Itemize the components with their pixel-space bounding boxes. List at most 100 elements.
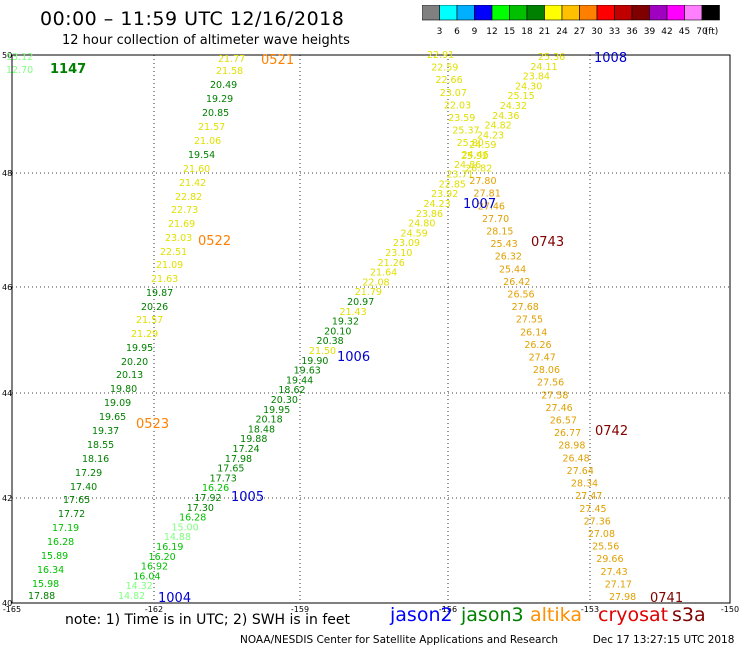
orbit-label: 1147 <box>50 62 86 77</box>
swh-value-1004: 14.88 <box>164 532 191 543</box>
swh-value-1004: 20.30 <box>271 395 298 406</box>
swh-value-0741: 27.08 <box>588 529 615 540</box>
swh-value-1147: 17.72 <box>58 509 85 520</box>
swh-value-1004: 24.30 <box>515 81 542 92</box>
swh-value-0741: 27.55 <box>516 315 543 326</box>
swh-value-0741: 22.91 <box>427 50 454 61</box>
swh-value-0741: 27.56 <box>537 378 564 389</box>
swh-value-1147: 19.87 <box>146 288 173 299</box>
swh-value-1147: 19.37 <box>92 426 119 437</box>
swh-value-1004: 24.23 <box>477 130 504 141</box>
lon-tick-label: -153 <box>581 605 599 614</box>
swh-value-1147: 17.65 <box>63 495 90 506</box>
map-title: 00:00 – 11:59 UTC 12/16/2018 <box>40 8 345 30</box>
swh-value-0741: 25.56 <box>592 542 619 553</box>
swh-value-0741: 22.59 <box>431 63 458 74</box>
swh-value-1147: 19.80 <box>110 384 137 395</box>
colorbar-tick-label: 42 <box>661 27 672 37</box>
colorbar-tick-label: 15 <box>504 27 515 37</box>
swh-value-1004: 20.38 <box>317 336 344 347</box>
swh-value-0741: 27.46 <box>546 403 573 414</box>
swh-value-0741: 25.44 <box>499 264 526 275</box>
swh-value-0741: 26.57 <box>550 416 577 427</box>
swh-value-0741: 28.98 <box>558 441 585 452</box>
swh-value-0741: 27.45 <box>579 504 606 515</box>
mission-cryosat: cryosat <box>598 604 669 626</box>
swh-value-1004: 22.08 <box>362 277 389 288</box>
swh-value-1147: 18.55 <box>87 440 114 451</box>
swh-value-1004: 16.20 <box>149 552 176 563</box>
lon-tick-label: -150 <box>721 605 739 614</box>
swh-value-1004: 19.44 <box>286 375 313 386</box>
swh-value-0741: 27.47 <box>575 491 602 502</box>
swh-value-1147: 15.98 <box>32 579 59 590</box>
swh-value-0741: 27.80 <box>469 176 496 187</box>
colorbar-tick-label: 30 <box>591 27 603 37</box>
swh-value-1147: 21.09 <box>156 260 183 271</box>
swh-value-1004: 23.86 <box>416 209 443 220</box>
lat-tick-label: 40 <box>2 599 12 608</box>
swh-value-1147: 17.88 <box>28 591 55 602</box>
swh-value-0741: 27.64 <box>567 466 594 477</box>
swh-value-1147: 22.73 <box>171 205 198 216</box>
swh-value-1004: 25.15 <box>507 91 534 102</box>
swh-value-1004: 17.30 <box>187 503 214 514</box>
orbit-label: 1004 <box>158 591 191 606</box>
orbit-label: 1005 <box>231 490 264 505</box>
swh-value-0741: 25.92 <box>461 151 488 162</box>
colorbar-tick-label: 33 <box>609 27 620 37</box>
colorbar-tick-label: 39 <box>644 27 656 37</box>
swh-value-1004: 16.04 <box>133 571 160 582</box>
lat-tick-label: 46 <box>2 283 12 292</box>
swh-value-1004: 19.32 <box>332 317 359 328</box>
swh-value-0741: 26.42 <box>503 277 530 288</box>
swh-value-0741: 28.06 <box>533 365 560 376</box>
mission-altika: altika <box>530 604 582 626</box>
swh-value-1004: 24.32 <box>500 101 527 112</box>
swh-value-0741: 29.66 <box>596 554 623 565</box>
swh-value-1004: 19.63 <box>294 366 321 377</box>
lat-tick-label: 42 <box>2 494 12 503</box>
map-frame <box>11 54 731 604</box>
colorbar-tick-label: 18 <box>521 27 533 37</box>
colorbar-tick-label: 36 <box>626 27 638 37</box>
swh-value-1004: 23.09 <box>393 238 420 249</box>
swh-value-1004: 18.48 <box>248 424 275 435</box>
swh-value-1147: 21.29 <box>131 329 158 340</box>
swh-value-1004: 21.26 <box>378 258 405 269</box>
swh-value-1147: 23.03 <box>165 233 192 244</box>
swh-value-0741: 27.81 <box>474 189 501 200</box>
swh-value-1147: 19.95 <box>126 343 153 354</box>
lat-tick-label: 48 <box>2 169 12 178</box>
swh-value-1004: 21.50 <box>309 346 336 357</box>
swh-value-1004: 19.95 <box>263 405 290 416</box>
swh-value-1147: 22.51 <box>160 247 187 258</box>
swh-value-1004: 24.11 <box>530 62 557 73</box>
swh-value-0741: 26.48 <box>562 453 589 464</box>
swh-value-1147: 21.77 <box>218 54 245 65</box>
swh-value-0741: 22.03 <box>444 100 471 111</box>
swh-value-1147: 19.09 <box>104 398 131 409</box>
orbit-label: 0742 <box>595 424 628 439</box>
orbit-label: 0743 <box>531 235 564 250</box>
swh-value-1147: 21.42 <box>179 178 206 189</box>
colorbar-tick-label: 21 <box>539 27 550 37</box>
swh-value-1147: 15.89 <box>41 551 68 562</box>
mission-jason3: jason3 <box>461 604 524 626</box>
swh-value-1004: 20.18 <box>255 415 282 426</box>
orbit-label: 1008 <box>594 51 627 66</box>
swh-value-0741: 27.47 <box>529 353 556 364</box>
orbit-label: 0741 <box>650 591 683 606</box>
swh-value-1004: 16.92 <box>141 562 168 573</box>
swh-value-1147: 21.63 <box>151 274 178 285</box>
swh-value-1004: 22.85 <box>439 179 466 190</box>
swh-value-1147: 16.70 <box>17 0 44 3</box>
swh-value-0741: 27.98 <box>609 592 636 603</box>
swh-value-1004: 23.84 <box>523 72 550 83</box>
colorbar-tick-label: 70 <box>696 27 708 37</box>
swh-value-1004: 24.86 <box>454 160 481 171</box>
swh-value-1147: 21.57 <box>136 315 163 326</box>
swh-value-0741: 27.58 <box>541 390 568 401</box>
swh-value-0741: 25.80 <box>457 138 484 149</box>
color-scale-legend: 3 6 9 12 15 18 21 24 27 30 33 36 39 42 45 70(ft) <box>422 5 720 37</box>
